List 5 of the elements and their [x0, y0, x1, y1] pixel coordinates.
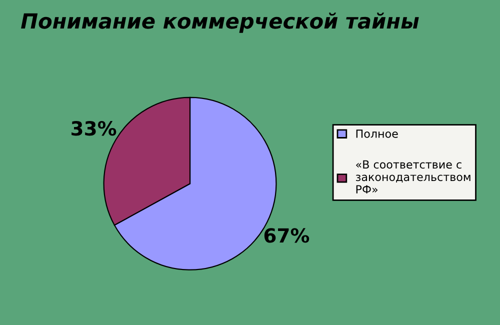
data-label: 33% [72, 121, 116, 136]
legend-label: «В соответствие с законодательством РФ» [356, 160, 470, 194]
legend-label: Полное [356, 130, 398, 138]
chart-title: Понимание коммерческой тайны [21, 12, 419, 33]
data-label: 67% [264, 228, 310, 243]
